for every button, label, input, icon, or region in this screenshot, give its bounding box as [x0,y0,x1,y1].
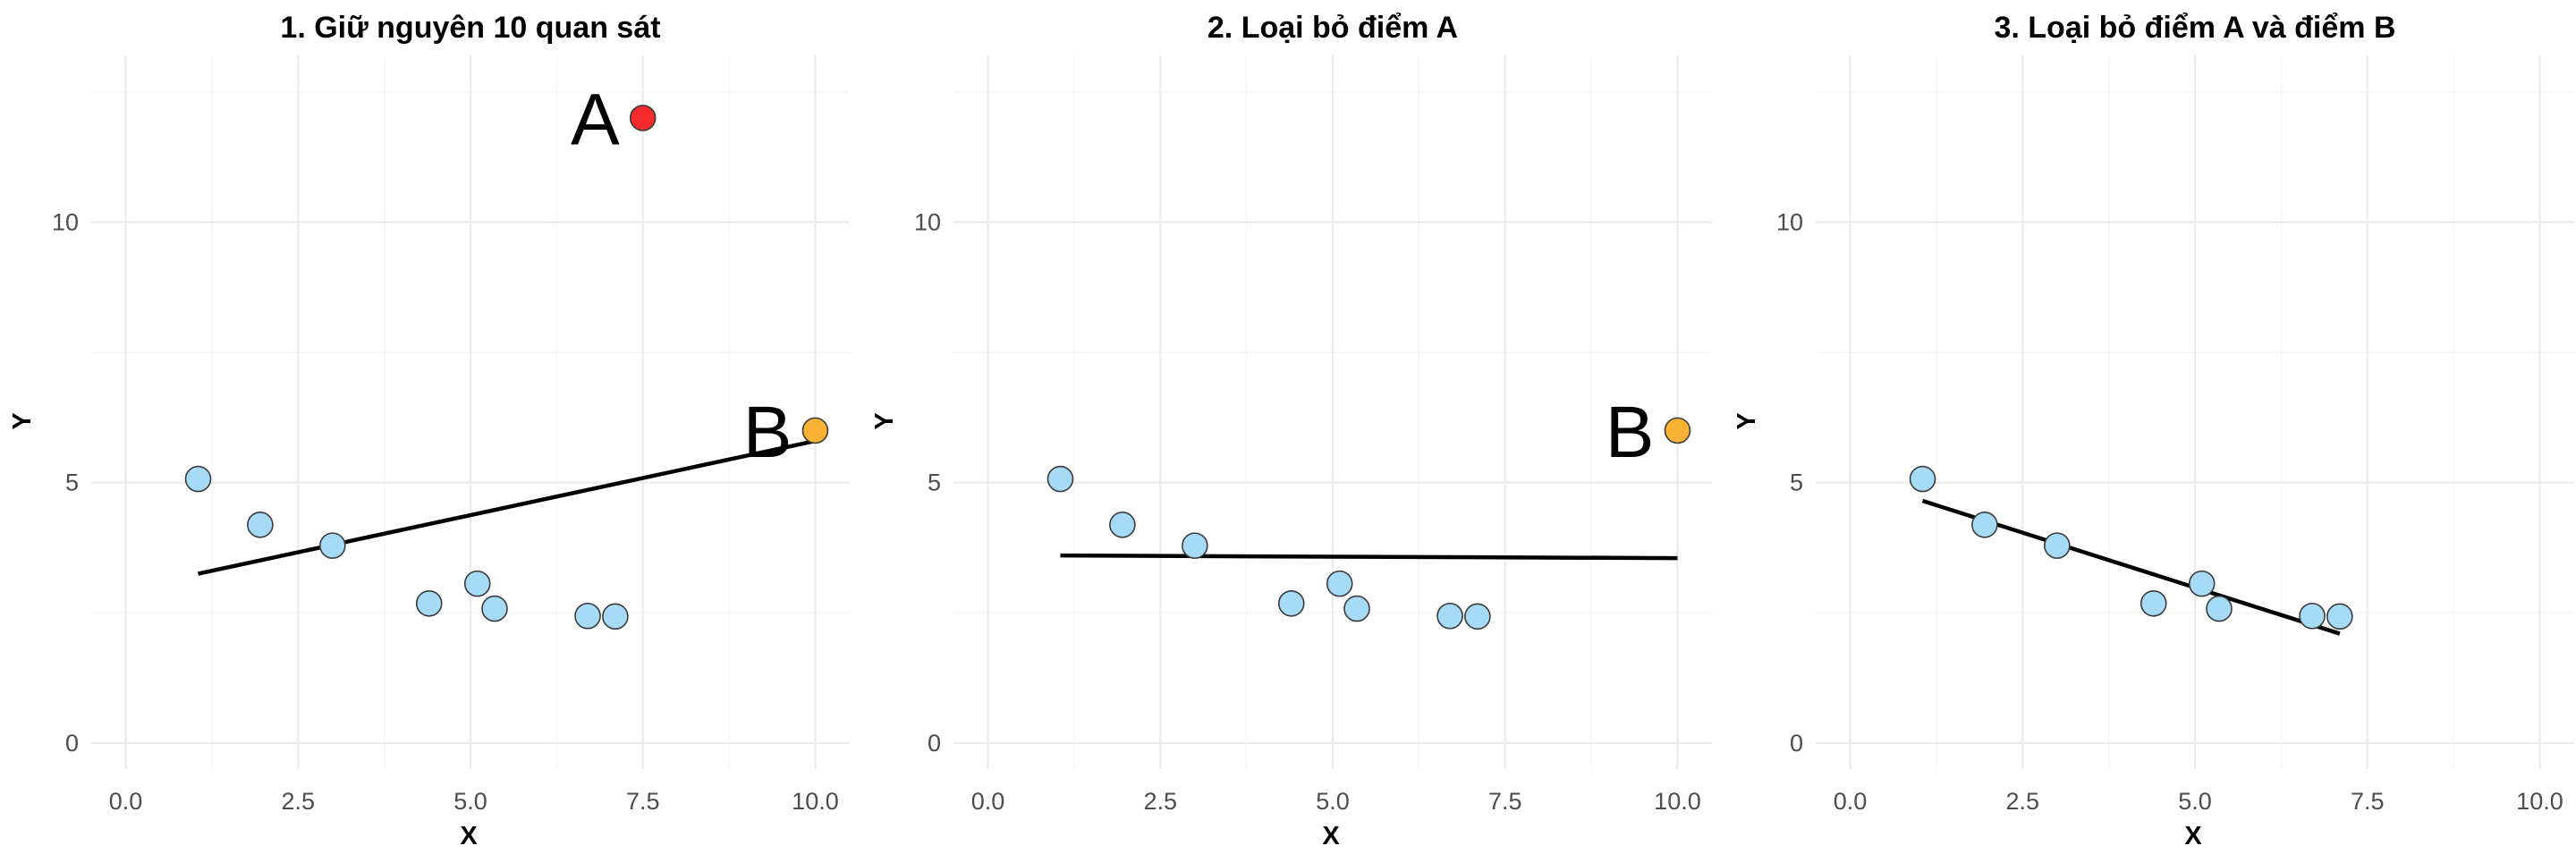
y-tick-label: 5 [1790,470,1803,496]
y-tick-label: 5 [65,470,79,496]
data-point [1109,512,1136,538]
data-point [247,512,274,538]
panel-3: 0.0 2.5 5.0 7.5 10.0 0 5 10 3. Loại bỏ điểm A và… [1733,11,2574,850]
data-point [1971,512,1998,538]
data-point [2299,602,2326,630]
y-tick-label: 10 [1776,208,1803,235]
data-point [1046,465,1074,493]
y-tick-label: 10 [914,208,941,235]
y-tick-label: 0 [65,730,79,757]
data-point [2206,595,2233,622]
data-point [2140,589,2167,617]
data-point [2188,570,2216,597]
y-axis-title: Y [8,412,37,429]
x-tick-label: 2.5 [2005,788,2039,815]
gridlines [91,55,850,769]
x-tick-label: 5.0 [2178,788,2212,815]
x-tick-label: 10.0 [2516,788,2563,815]
data-point [463,570,491,597]
data-point [2044,532,2071,559]
data-point [1277,589,1305,617]
y-tick-label: 0 [1790,730,1803,757]
x-axis-title: X [2184,822,2202,850]
x-tick-label: 0.0 [971,788,1005,815]
x-tick-label: 7.5 [2351,788,2385,815]
data-point [1182,532,1208,559]
data-point [481,595,508,622]
data-point [1343,595,1370,622]
data-point-b [1664,417,1691,444]
y-tick-label: 10 [52,208,79,235]
data-point [1909,465,1936,493]
gridlines [1816,55,2574,769]
x-tick-label: 2.5 [281,788,315,815]
data-point [319,532,346,559]
x-tick-label: 5.0 [453,788,487,815]
point-label-a: A [571,79,620,160]
panel-2: 0.0 2.5 5.0 7.5 10.0 0 5 10 2. Loại bỏ điểm A X Y B [870,11,1712,850]
x-tick-label: 0.0 [109,788,143,815]
panel-1: 0.0 2.5 5.0 7.5 10.0 0 5 10 1. Giữ nguyên 10 qua… [8,11,850,850]
x-tick-label: 7.5 [626,788,660,815]
data-point-a [629,105,657,131]
x-tick-label: 10.0 [792,788,839,815]
data-point [574,602,601,630]
point-label-b: B [743,392,792,473]
x-tick-label: 7.5 [1488,788,1522,815]
x-axis-title: X [1322,822,1340,850]
x-tick-label: 0.0 [1834,788,1868,815]
data-point [1436,602,1463,630]
point-label-b: B [1606,392,1655,473]
regression-line [1060,553,1678,561]
data-point [602,603,629,630]
panel-title: 2. Loại bỏ điểm A [1208,11,1458,45]
x-tick-label: 5.0 [1316,788,1350,815]
regression-line [198,438,816,576]
panel-title: 1. Giữ nguyên 10 quan sát [280,11,660,45]
y-tick-label: 5 [928,470,941,496]
x-tick-label: 10.0 [1654,788,1701,815]
data-point [1326,570,1353,597]
data-point [1464,603,1491,630]
x-axis-title: X [460,822,478,850]
y-tick-label: 0 [928,730,941,757]
data-point-b [801,417,829,444]
data-point [184,465,212,493]
y-axis-title: Y [1733,412,1761,429]
data-point [415,589,443,617]
gridlines [953,55,1712,769]
x-tick-label: 2.5 [1143,788,1177,815]
y-axis-title: Y [870,412,899,429]
panel-title: 3. Loại bỏ điểm A và điểm B [1994,11,2395,45]
data-point [2326,603,2353,630]
